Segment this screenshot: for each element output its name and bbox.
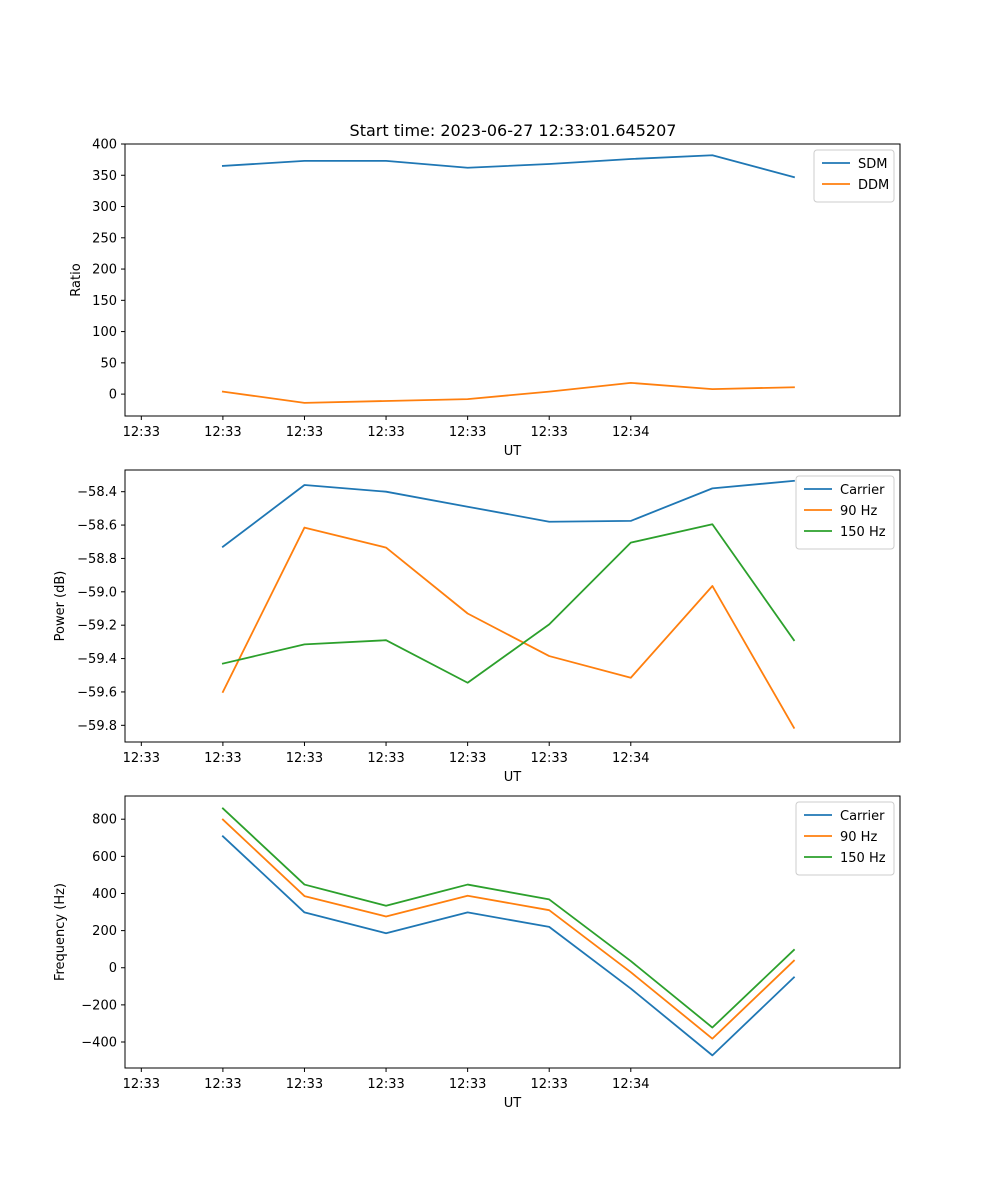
y-tick-label: 600 bbox=[92, 850, 117, 865]
y-tick-label: 100 bbox=[92, 325, 117, 340]
x-tick-label: 12:33 bbox=[449, 751, 486, 766]
legend: SDM DDM bbox=[813, 149, 895, 203]
x-tick-label: 12:34 bbox=[612, 425, 649, 440]
x-tick-label: 12:34 bbox=[612, 1077, 649, 1092]
x-tick-label: 12:33 bbox=[204, 1077, 241, 1092]
y-tick-label: 200 bbox=[92, 263, 117, 278]
y-axis-label: Frequency (Hz) bbox=[53, 883, 68, 981]
subplots: 12:33 12:33 12:33 12:33 12:33 12:33 12:34 0 50 10… bbox=[53, 138, 901, 1111]
legend-label: 150 Hz bbox=[840, 525, 886, 540]
y-tick-label: 400 bbox=[92, 138, 117, 153]
x-tick-label: 12:33 bbox=[449, 1077, 486, 1092]
series-line-150-hz bbox=[221, 807, 796, 1029]
axes-frame bbox=[124, 469, 901, 743]
y-tick-label: −58.4 bbox=[77, 485, 117, 500]
y-tick-label: 800 bbox=[92, 813, 117, 828]
x-tick-label: 12:33 bbox=[530, 751, 567, 766]
axes-frame bbox=[124, 795, 901, 1069]
x-tick-label: 12:33 bbox=[530, 1077, 567, 1092]
y-tick-label: −59.6 bbox=[77, 685, 117, 700]
legend-label: Carrier bbox=[840, 483, 885, 498]
y-tick-label: 250 bbox=[92, 231, 117, 246]
series-line-sdm bbox=[221, 154, 796, 179]
y-tick-label: −59.2 bbox=[77, 619, 117, 634]
x-axis-label: UT bbox=[504, 770, 522, 785]
subplot-3: 12:33 12:33 12:33 12:33 12:33 12:33 12:34 −400 −… bbox=[53, 795, 901, 1111]
axes-frame bbox=[124, 143, 901, 417]
x-tick-label: 12:33 bbox=[123, 1077, 160, 1092]
y-tick-label: −400 bbox=[81, 1036, 117, 1051]
legend: Carrier 90 Hz 150 Hz bbox=[795, 475, 895, 550]
y-tick-label: 150 bbox=[92, 294, 117, 309]
legend-label: Carrier bbox=[840, 809, 885, 824]
x-tick-label: 12:33 bbox=[123, 425, 160, 440]
x-tick-label: 12:33 bbox=[286, 1077, 323, 1092]
legend-label: DDM bbox=[858, 178, 889, 193]
y-tick-label: 0 bbox=[109, 388, 117, 403]
series-line-ddm bbox=[221, 381, 795, 404]
x-tick-label: 12:33 bbox=[530, 425, 567, 440]
series-line-90-hz bbox=[221, 818, 796, 1040]
legend: Carrier 90 Hz 150 Hz bbox=[795, 801, 895, 876]
y-tick-label: −59.0 bbox=[77, 585, 117, 600]
x-tick-label: 12:33 bbox=[204, 425, 241, 440]
series-line-carrier bbox=[221, 835, 796, 1057]
y-tick-label: 400 bbox=[92, 887, 117, 902]
series-line-90-hz bbox=[221, 526, 796, 730]
x-axis-label: UT bbox=[504, 444, 522, 459]
y-axis-label: Power (dB) bbox=[53, 571, 68, 642]
x-axis-label: UT bbox=[504, 1096, 522, 1111]
x-tick-label: 12:33 bbox=[286, 751, 323, 766]
y-tick-label: 50 bbox=[100, 356, 117, 371]
legend-label: SDM bbox=[858, 157, 887, 172]
x-tick-label: 12:34 bbox=[612, 751, 649, 766]
y-tick-label: −200 bbox=[81, 998, 117, 1013]
figure-title: Start time: 2023-06-27 12:33:01.645207 bbox=[350, 121, 677, 140]
y-tick-label: 0 bbox=[109, 961, 117, 976]
x-tick-label: 12:33 bbox=[367, 751, 404, 766]
legend-label: 90 Hz bbox=[840, 504, 877, 519]
series-line-150-hz bbox=[221, 523, 796, 684]
series-line-carrier bbox=[221, 479, 795, 549]
legend-label: 90 Hz bbox=[840, 830, 877, 845]
subplot-1: 12:33 12:33 12:33 12:33 12:33 12:33 12:34 0 50 10… bbox=[69, 138, 901, 459]
x-tick-label: 12:33 bbox=[123, 751, 160, 766]
x-tick-label: 12:33 bbox=[286, 425, 323, 440]
y-tick-label: −59.4 bbox=[77, 652, 117, 667]
x-tick-label: 12:33 bbox=[367, 425, 404, 440]
x-tick-label: 12:33 bbox=[367, 1077, 404, 1092]
y-axis-label: Ratio bbox=[69, 263, 84, 296]
y-tick-label: −58.8 bbox=[77, 552, 117, 567]
x-tick-label: 12:33 bbox=[449, 425, 486, 440]
y-tick-label: −59.8 bbox=[77, 719, 117, 734]
y-tick-label: 350 bbox=[92, 169, 117, 184]
y-tick-label: 200 bbox=[92, 924, 117, 939]
y-tick-label: −58.6 bbox=[77, 519, 117, 534]
legend-label: 150 Hz bbox=[840, 851, 886, 866]
subplot-2: 12:33 12:33 12:33 12:33 12:33 12:33 12:34 −59.8… bbox=[53, 469, 901, 785]
y-tick-label: 300 bbox=[92, 200, 117, 215]
x-tick-label: 12:33 bbox=[204, 751, 241, 766]
